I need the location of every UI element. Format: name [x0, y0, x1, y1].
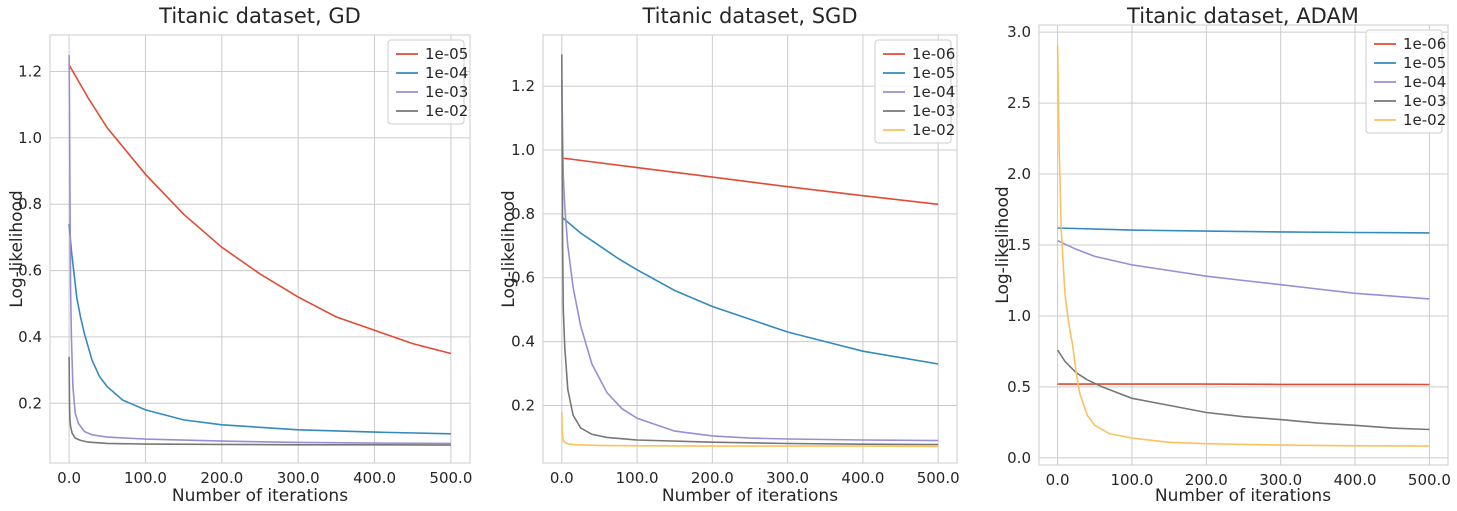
- legend-label: 1e-05: [912, 64, 955, 82]
- x-tick-label: 500.0: [917, 469, 960, 487]
- x-tick-label: 500.0: [1408, 471, 1451, 489]
- y-tick-label: 0.6: [511, 269, 535, 287]
- y-tick-label: 1.5: [1007, 236, 1031, 254]
- y-tick-labels: 0.2 0.4 0.6 0.8 1.0 1.2: [511, 77, 535, 414]
- legend-label: 1e-04: [1403, 73, 1446, 91]
- y-tick-label: 1.0: [511, 141, 535, 159]
- chart-panel-gd: 0.0 100.0 200.0 300.0 400.0 500.0 0.20.40.60.…: [7, 4, 472, 506]
- y-tick-label: 0.2: [511, 397, 535, 415]
- y-tick-label: 2.0: [1007, 165, 1031, 183]
- x-tick-label: 300.0: [766, 469, 809, 487]
- chart-title: Titanic dataset, GD: [158, 4, 361, 28]
- series-line-1e-06: [561, 157, 939, 206]
- legend-label: 1e-03: [912, 102, 955, 120]
- legend-box: [387, 39, 465, 125]
- series-line-1e-02: [68, 356, 451, 446]
- y-tick-labels: 0.0 0.5 1.0 1.5 2.0 2.5 3.0: [1007, 23, 1031, 467]
- y-tick-label: 0.5: [1007, 378, 1031, 396]
- y-tick-label: 0.4: [511, 333, 535, 351]
- x-tick-label: 200.0: [1185, 471, 1228, 489]
- legend-label: 1e-04: [425, 64, 468, 82]
- x-tick-label: 100.0: [1110, 471, 1153, 489]
- series-lines: [561, 54, 939, 448]
- legend-label: 1e-04: [912, 83, 955, 101]
- x-tick-label: 0.0: [1046, 471, 1070, 489]
- series-line-1e-04: [1057, 239, 1430, 300]
- x-tick-label: 100.0: [124, 469, 167, 487]
- x-tick-label: 500.0: [429, 469, 472, 487]
- series-line-1e-03: [68, 54, 451, 445]
- x-tick-labels: 0.0 100.0 200.0 300.0 400.0 500.0: [1046, 471, 1451, 489]
- x-tick-label: 0.0: [550, 469, 574, 487]
- legend-label: 1e-03: [1403, 92, 1446, 110]
- y-tick-label: 1.2: [511, 77, 535, 95]
- series-line-1e-02: [561, 411, 939, 448]
- chart-title: Titanic dataset, ADAM: [1126, 4, 1359, 28]
- legend-box: [1365, 29, 1443, 134]
- y-tick-label: 0.2: [18, 394, 42, 412]
- series-lines: [68, 54, 452, 446]
- x-tick-label: 300.0: [277, 469, 320, 487]
- x-tick-label: 200.0: [691, 469, 734, 487]
- x-tick-label: 0.0: [57, 469, 81, 487]
- y-tick-label: 3.0: [1007, 23, 1031, 41]
- y-tick-label: 0.8: [18, 195, 42, 213]
- series-lines: [1056, 44, 1430, 447]
- y-axis-label: Log-likelihood: [993, 186, 1013, 303]
- legend-label: 1e-06: [912, 45, 955, 63]
- chart-title: Titanic dataset, SGD: [641, 4, 857, 28]
- y-tick-label: 1.0: [1007, 307, 1031, 325]
- y-tick-label: 1.0: [18, 129, 42, 147]
- series-line-1e-04: [68, 224, 451, 435]
- x-axis-label: Number of iterations: [662, 486, 838, 506]
- x-tick-label: 400.0: [1334, 471, 1377, 489]
- x-tick-label: 300.0: [1259, 471, 1302, 489]
- legend-label: 1e-02: [912, 121, 955, 139]
- legend-label: 1e-03: [425, 83, 468, 101]
- series-line-1e-05: [68, 64, 452, 355]
- y-tick-label: 2.5: [1007, 94, 1031, 112]
- x-tick-label: 100.0: [616, 469, 659, 487]
- y-axis-label: Log-likelihood: [499, 190, 519, 307]
- y-tick-label: 1.2: [18, 62, 42, 80]
- x-tick-labels: 0.0 100.0 200.0 300.0 400.0 500.0: [57, 469, 472, 487]
- legend-label: 1e-06: [1403, 35, 1446, 53]
- legend-box: [874, 39, 952, 144]
- x-axis-label: Number of iterations: [1155, 486, 1331, 506]
- chart-panel-adam: 0.0 100.0 200.0 300.0 400.0 500.0 0.0 0.5 1.0 1.…: [993, 4, 1451, 506]
- series-line-1e-02: [1056, 44, 1430, 447]
- legend-label: 1e-02: [1403, 111, 1446, 129]
- chart-panel-sgd: 0.0 100.0 200.0 300.0 400.0 500.0 0.20.40.60.…: [499, 4, 960, 506]
- series-line-1e-05: [1057, 227, 1430, 234]
- y-tick-label: 0.8: [511, 205, 535, 223]
- grid: [1039, 25, 1448, 465]
- y-axis-label: Log-likelihood: [7, 190, 27, 307]
- y-tick-label: 0.6: [18, 262, 42, 280]
- series-line-1e-05: [561, 216, 939, 365]
- y-tick-labels: 0.2 0.4 0.6 0.8 1.0 1.2: [18, 62, 42, 412]
- series-line-1e-03: [1056, 349, 1430, 431]
- y-tick-label: 0.0: [1007, 449, 1031, 467]
- x-axis-label: Number of iterations: [172, 486, 348, 506]
- y-tick-label: 0.4: [18, 328, 42, 346]
- x-tick-label: 400.0: [841, 469, 884, 487]
- x-tick-labels: 0.0 100.0 200.0 300.0 400.0 500.0: [550, 469, 960, 487]
- legend-label: 1e-02: [425, 102, 468, 120]
- x-tick-label: 400.0: [353, 469, 396, 487]
- series-line-1e-03: [561, 54, 939, 446]
- legend-label: 1e-05: [1403, 54, 1446, 72]
- series-line-1e-04: [561, 79, 939, 442]
- x-tick-label: 200.0: [200, 469, 243, 487]
- legend-label: 1e-05: [425, 45, 468, 63]
